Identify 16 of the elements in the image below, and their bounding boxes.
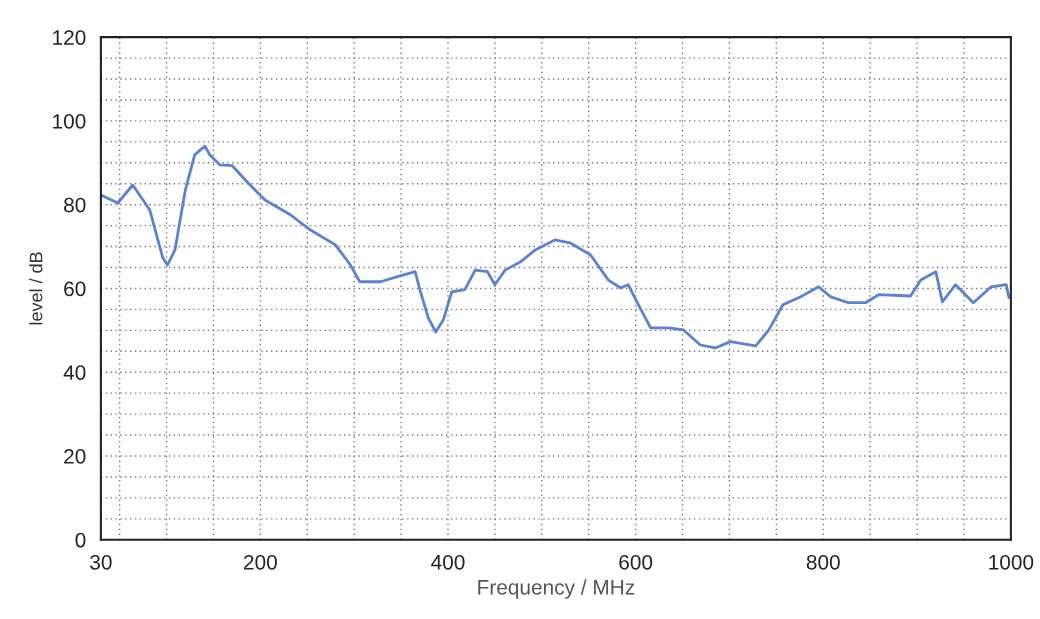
x-tick-label: 600 [619,554,653,570]
y-tick-label: 80 [64,197,86,213]
y-tick-label: 60 [64,281,86,297]
y-tick-label: 100 [53,113,86,129]
x-tick-label: 1000 [989,554,1034,570]
y-tick-label: 20 [64,449,86,464]
y-tick-label: 0 [75,532,86,548]
x-axis-title: Frequency / MHz [478,579,635,599]
y-tick-label: 40 [63,365,86,380]
y-tick-label: 120 [53,30,86,45]
x-tick-label: 30 [90,554,112,570]
y-axis-title: level / dB [29,252,43,325]
x-tick-label: 200 [244,554,277,570]
line-series [100,144,1011,350]
x-tick-label: 400 [431,554,465,570]
x-tick-label: 800 [806,554,840,570]
